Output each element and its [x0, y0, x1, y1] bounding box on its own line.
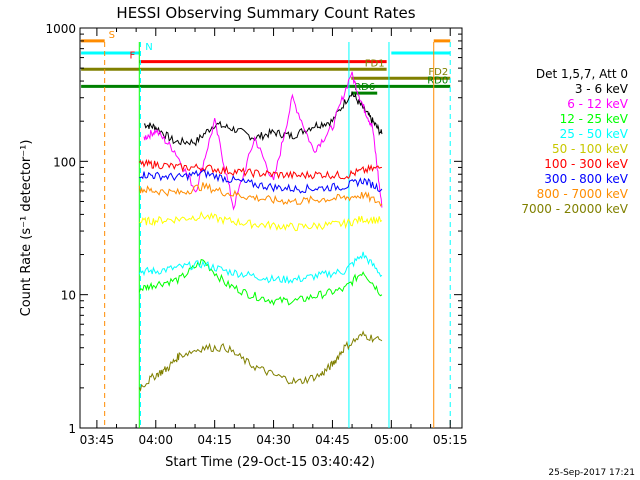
x-tick-label: 04:00	[138, 433, 173, 447]
flag-label: F	[130, 51, 136, 62]
flag-label: FD2	[428, 67, 448, 78]
series-line	[138, 251, 383, 285]
x-tick-label: 04:30	[256, 433, 291, 447]
flag-label: RD6	[354, 82, 375, 93]
y-tick-label: 1000	[45, 22, 76, 36]
y-axis-label: Count Rate (s⁻¹ detector⁻¹)	[19, 140, 34, 317]
x-axis-ticks: 03:45 04:00 04:15 04:30 04:45 05:00 05:15	[80, 28, 468, 447]
x-tick-label: 05:00	[374, 433, 409, 447]
x-axis-label: Start Time (29-Oct-15 03:40:42)	[165, 455, 375, 470]
x-tick-label: 05:15	[433, 433, 468, 447]
chart-title: HESSI Observing Summary Count Rates	[116, 4, 415, 22]
vertical-markers-layer	[104, 42, 451, 428]
legend-entry: 300 - 800 keV	[544, 172, 628, 186]
flag-label: FD1	[365, 58, 385, 69]
y-axis-ticks: 1 10 100 1000	[45, 22, 462, 436]
series-line	[143, 90, 383, 147]
legend-entry: 100 - 300 keV	[544, 157, 628, 171]
series-line	[139, 210, 383, 232]
plot-frame	[79, 27, 463, 429]
legend-entry: 25 - 50 keV	[560, 127, 629, 141]
legend-entry: 7000 - 20000 keV	[521, 202, 628, 216]
flag-label: N	[145, 42, 152, 53]
series-line	[139, 169, 383, 194]
y-tick-label: 10	[61, 289, 76, 303]
y-tick-label: 100	[53, 155, 76, 169]
legend-title: Det 1,5,7, Att 0	[536, 67, 628, 81]
footer-timestamp: 25-Sep-2017 17:21	[548, 468, 635, 478]
y-tick-label: 1	[68, 422, 76, 436]
x-tick-label: 04:45	[315, 433, 350, 447]
series-layer	[138, 71, 383, 392]
x-tick-label: 04:15	[197, 433, 232, 447]
legend-entry: 12 - 25 keV	[560, 112, 629, 126]
legend-entry: 50 - 100 keV	[552, 142, 629, 156]
flag-label: S	[109, 30, 115, 41]
series-line	[138, 259, 383, 306]
x-tick-label: 03:45	[80, 433, 115, 447]
series-line	[138, 158, 382, 180]
series-line	[138, 330, 383, 392]
flag-label: RD0	[427, 75, 448, 86]
legend-entry: 3 - 6 keV	[575, 82, 629, 96]
series-line	[138, 182, 383, 207]
legend-entry: 800 - 7000 keV	[537, 187, 629, 201]
legend-entry: 6 - 12 keV	[567, 97, 629, 111]
